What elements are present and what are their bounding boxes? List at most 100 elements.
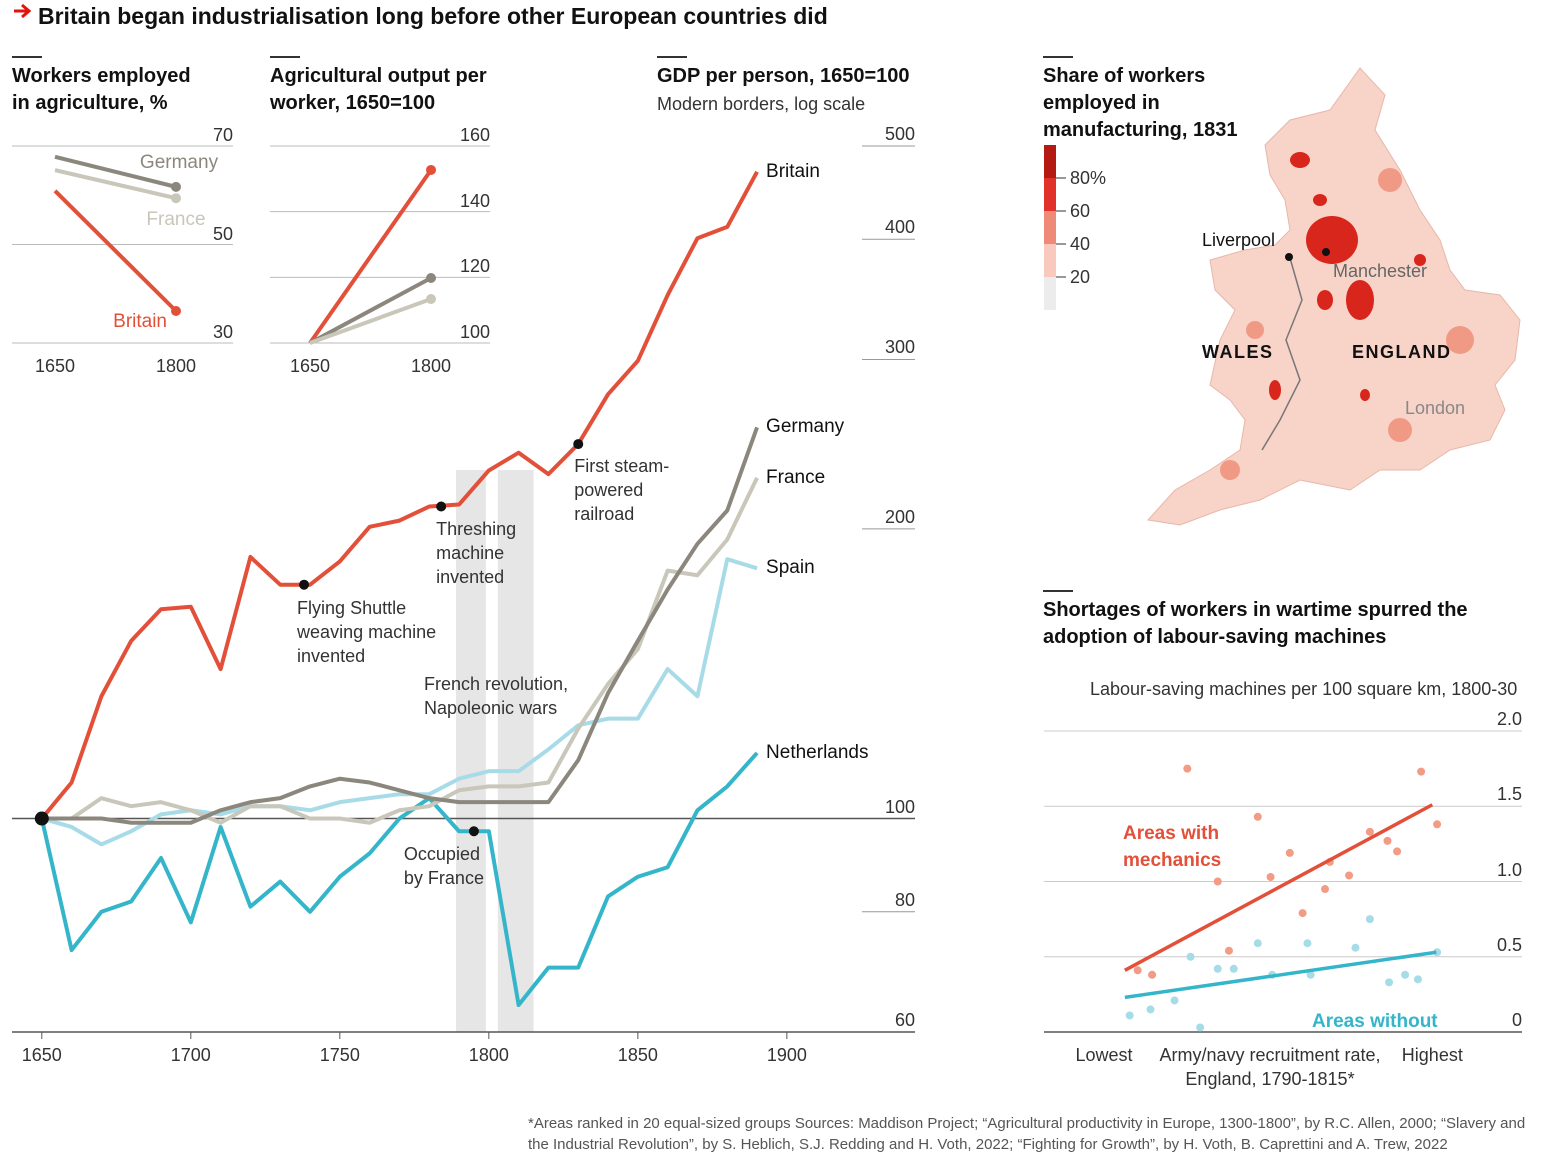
point bbox=[1383, 836, 1392, 845]
title-arrow bbox=[14, 3, 32, 19]
point bbox=[1253, 812, 1262, 821]
line bbox=[308, 168, 433, 345]
y-tick-label: 0 bbox=[1511, 1010, 1522, 1030]
point bbox=[1170, 996, 1179, 1005]
series-label: Britain bbox=[113, 310, 167, 332]
line bbox=[54, 168, 177, 201]
legend-swatch bbox=[1044, 277, 1056, 310]
end-dot bbox=[171, 305, 181, 316]
map bbox=[1147, 67, 1521, 526]
annotation-dot bbox=[468, 826, 479, 837]
chart-title: Shortages of workers in wartime spurred … bbox=[1043, 599, 1468, 648]
y-tick-label: 300 bbox=[884, 337, 915, 358]
end-dot bbox=[171, 181, 181, 192]
y-tick-label: 140 bbox=[459, 190, 490, 211]
place-label: WALES bbox=[1202, 342, 1274, 362]
y-tick-label: 1.0 bbox=[1496, 859, 1522, 880]
line bbox=[309, 276, 432, 345]
y-tick-label: 0.5 bbox=[1496, 934, 1522, 955]
legend-swatch bbox=[1044, 145, 1056, 178]
y-tick-label: 1.5 bbox=[1496, 784, 1522, 805]
series-label: Spain bbox=[766, 557, 815, 579]
y-tick-label: 400 bbox=[884, 217, 915, 238]
end-dot bbox=[426, 294, 436, 305]
fit-line bbox=[1124, 803, 1434, 972]
series-label: Areas with mechanics bbox=[1123, 823, 1222, 871]
legend-swatch bbox=[1044, 244, 1056, 277]
series-label: France bbox=[766, 466, 826, 488]
y-tick-label: 160 bbox=[459, 125, 490, 145]
y-tick-label: 200 bbox=[884, 506, 915, 527]
annotation: invented bbox=[436, 566, 505, 587]
patch bbox=[1246, 321, 1264, 339]
point bbox=[1224, 946, 1233, 955]
end-dot bbox=[426, 164, 436, 175]
y-tick-label: 60 bbox=[894, 1010, 915, 1030]
point bbox=[1433, 820, 1442, 829]
annotation: machine bbox=[436, 542, 505, 563]
annotation: First steam- bbox=[574, 456, 670, 477]
chart-subtitle: Labour-saving machines per 100 square km… bbox=[1090, 679, 1518, 699]
hotspot bbox=[1269, 380, 1281, 400]
point bbox=[1433, 948, 1442, 957]
legend-swatch bbox=[1044, 178, 1056, 211]
x-tick-label: Lowest bbox=[1075, 1045, 1133, 1065]
y-tick-label: 50 bbox=[212, 223, 233, 244]
series-label: Netherlands bbox=[766, 741, 869, 763]
series-label: Areas without bbox=[1312, 1011, 1438, 1032]
x-tick-label: 1800 bbox=[468, 1045, 509, 1065]
legend-label: 20 bbox=[1070, 267, 1091, 287]
point bbox=[1266, 872, 1275, 881]
point bbox=[1306, 970, 1315, 979]
legend-swatch bbox=[1044, 211, 1056, 244]
point bbox=[1365, 827, 1374, 836]
annotation: Occupied bbox=[403, 844, 480, 865]
annotation: railroad bbox=[574, 504, 635, 525]
point bbox=[1148, 970, 1157, 979]
start-dot bbox=[34, 811, 49, 826]
legend-label: 40 bbox=[1070, 234, 1091, 254]
legend-label: 80% bbox=[1070, 168, 1107, 188]
hotspot bbox=[1290, 152, 1310, 168]
annotation: weaving machine bbox=[297, 621, 437, 642]
point bbox=[1146, 1005, 1155, 1014]
patch bbox=[1220, 460, 1240, 480]
point bbox=[1213, 964, 1222, 973]
point bbox=[1351, 943, 1360, 952]
point bbox=[1285, 848, 1294, 857]
main-title: Britain began industrialisation long bef… bbox=[38, 3, 828, 29]
y-tick-label: 30 bbox=[212, 322, 233, 342]
place-label: London bbox=[1405, 398, 1466, 418]
annotation: Threshing bbox=[436, 518, 517, 539]
point bbox=[1393, 847, 1402, 856]
shaded-band bbox=[456, 470, 486, 1032]
annotation: Flying Shuttle bbox=[297, 597, 407, 618]
line bbox=[41, 476, 759, 825]
point bbox=[1385, 978, 1394, 987]
map-hotspots bbox=[1269, 152, 1426, 401]
point bbox=[1345, 871, 1354, 880]
city-dot bbox=[1285, 253, 1293, 261]
legend-label: 60 bbox=[1070, 201, 1091, 221]
hotspot bbox=[1306, 216, 1358, 264]
point bbox=[1417, 767, 1426, 776]
x-tick-label: 1800 bbox=[410, 356, 452, 376]
annotation-dot bbox=[573, 439, 584, 450]
hotspot bbox=[1317, 290, 1333, 310]
y-tick-label: 120 bbox=[459, 256, 490, 277]
y-tick-label: 2.0 bbox=[1496, 709, 1522, 729]
line bbox=[54, 154, 177, 189]
x-tick-label: 1650 bbox=[21, 1045, 62, 1065]
hotspot bbox=[1313, 194, 1327, 206]
y-tick-label: 500 bbox=[884, 124, 915, 144]
line bbox=[53, 189, 178, 313]
line bbox=[40, 170, 759, 820]
band-label: French revolution, bbox=[424, 674, 569, 694]
wales-border bbox=[1261, 257, 1303, 451]
y-tick-label: 70 bbox=[212, 125, 233, 145]
title-bars bbox=[12, 56, 1073, 592]
x-tick-label: 1650 bbox=[289, 356, 331, 376]
place-label: ENGLAND bbox=[1352, 342, 1452, 362]
